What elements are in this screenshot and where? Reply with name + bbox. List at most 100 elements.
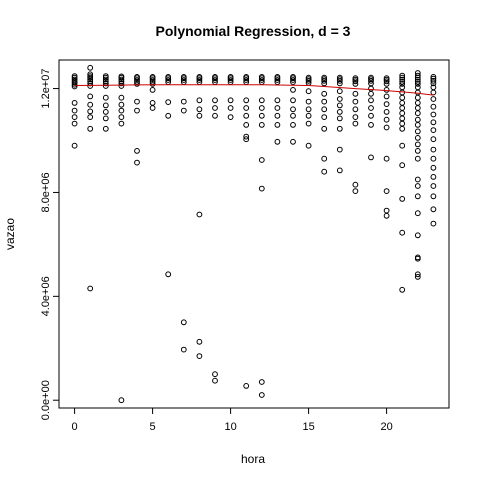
chart-title: Polynomial Regression, d = 3 (156, 23, 351, 39)
data-point (430, 89, 437, 96)
data-point (414, 183, 421, 189)
data-point (352, 106, 359, 113)
data-point (352, 120, 359, 127)
data-point (165, 77, 172, 83)
data-point (274, 105, 281, 111)
data-point (258, 112, 265, 119)
data-point (243, 97, 250, 104)
data-point (180, 98, 187, 105)
data-point (399, 72, 406, 79)
data-point (414, 84, 421, 91)
data-point (71, 100, 78, 106)
data-point (258, 105, 265, 111)
data-point (134, 77, 140, 83)
y-tick-label: 1.2e+07 (40, 69, 52, 109)
data-point (149, 100, 156, 106)
data-point (165, 112, 172, 119)
data-point (102, 125, 109, 132)
data-point (165, 75, 172, 82)
data-point (399, 196, 406, 202)
regression-curve (74, 84, 434, 96)
y-tick-label: 8.0e+06 (40, 172, 52, 212)
data-point (258, 379, 265, 385)
data-points (71, 64, 437, 404)
data-point (118, 74, 125, 81)
data-point (430, 164, 437, 171)
data-point (118, 397, 125, 404)
data-point (196, 353, 203, 360)
data-point (399, 94, 406, 101)
data-point (430, 111, 437, 118)
data-point (134, 148, 140, 154)
data-point (87, 125, 94, 132)
data-point (430, 206, 437, 213)
data-point (368, 77, 374, 84)
data-point (134, 159, 140, 166)
data-point (414, 210, 421, 217)
data-point (414, 116, 421, 123)
data-point (87, 83, 94, 89)
data-point (274, 138, 281, 145)
data-point (290, 138, 296, 145)
y-tick-label: 4.0e+06 (40, 276, 52, 316)
data-point (383, 81, 390, 87)
data-point (305, 77, 312, 84)
data-point (414, 193, 421, 200)
data-point (102, 109, 109, 115)
data-point (383, 188, 390, 195)
data-point (165, 271, 172, 278)
data-point (399, 76, 406, 83)
data-point (399, 81, 406, 87)
data-point (383, 78, 390, 85)
data-point (383, 101, 390, 107)
data-point (102, 94, 109, 101)
data-point (243, 112, 250, 119)
data-point (227, 105, 234, 111)
data-point (383, 207, 390, 214)
data-point (118, 120, 125, 127)
data-point (290, 75, 296, 82)
data-point (321, 77, 328, 84)
data-point (336, 77, 343, 84)
data-point (87, 101, 94, 108)
data-point (305, 106, 312, 113)
data-point (399, 229, 406, 236)
data-point (149, 75, 156, 82)
data-point (87, 108, 94, 115)
data-point (321, 125, 328, 132)
data-point (414, 255, 421, 262)
data-point (243, 75, 250, 82)
data-point (383, 93, 390, 100)
data-point (87, 285, 94, 292)
data-point (336, 96, 343, 102)
data-point (227, 77, 234, 83)
data-point (352, 90, 359, 97)
data-point (430, 96, 437, 102)
data-point (430, 155, 437, 162)
data-point (180, 346, 187, 353)
data-point (399, 120, 406, 127)
data-point (258, 97, 265, 104)
data-point (352, 188, 359, 195)
data-point (430, 220, 437, 227)
data-point (243, 122, 250, 128)
data-point (414, 128, 421, 135)
x-tick-label: 20 (380, 421, 392, 433)
data-point (87, 64, 94, 71)
data-point (196, 97, 203, 104)
data-point (383, 116, 390, 123)
data-point (305, 142, 312, 149)
data-point (149, 77, 156, 83)
data-point (336, 146, 343, 153)
data-point (352, 78, 359, 85)
data-point (430, 119, 437, 126)
data-point (368, 122, 374, 128)
data-point (352, 114, 359, 120)
data-point (414, 274, 421, 280)
data-point (134, 75, 140, 82)
data-point (196, 77, 203, 83)
data-point (336, 167, 343, 174)
data-point (290, 106, 296, 113)
data-point (258, 75, 265, 82)
data-point (414, 148, 421, 154)
